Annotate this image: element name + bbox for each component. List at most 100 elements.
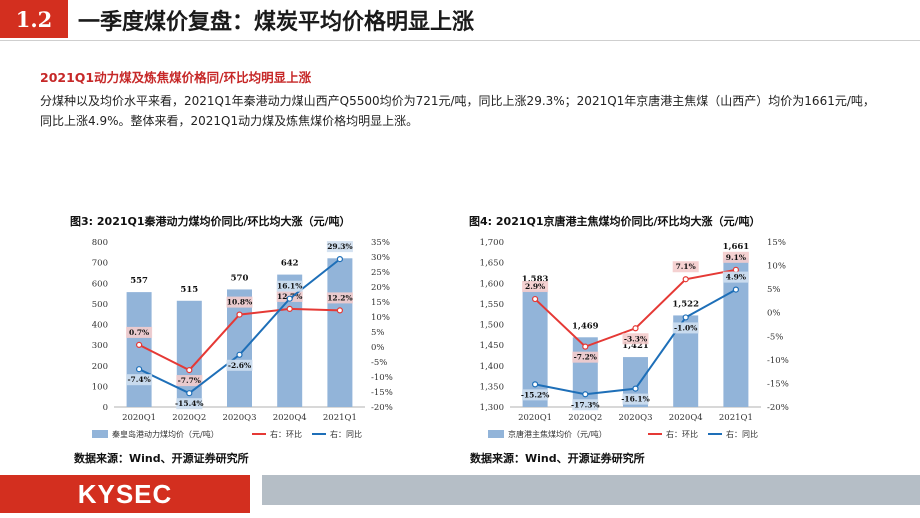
y-tick-label: 400 [92,321,108,331]
data-label-bg [176,375,203,387]
bar-value-label: 557 [130,276,148,286]
series-data-label: 12.2% [327,293,352,302]
y-tick-label: 1,600 [480,279,504,289]
y2-tick-label: 10% [767,262,786,272]
series-data-label: -1.0% [674,323,697,332]
y-tick-label: 500 [92,300,108,310]
summary-paragraph: 分煤种以及均价水平来看，2021Q1年秦港动力煤山西产Q5500均价为721元/… [40,94,875,128]
y-tick-label: 1,650 [480,259,504,269]
data-label-bg [522,389,549,401]
series-point [186,367,193,374]
y2-tick-label: 0% [371,343,385,353]
series-point [336,307,343,314]
bar-value-label: 1,421 [622,341,649,351]
figure-3-source: 数据来源：Wind、开源证券研究所 [74,452,249,465]
data-label-bg [572,399,599,411]
series-point [732,266,739,273]
y2-tick-label: 20% [371,283,390,293]
series-point [632,385,639,392]
y-tick-label: 1,500 [480,321,504,331]
y2-tick-label: 5% [767,285,781,295]
series-point [531,381,539,388]
bar [227,289,252,407]
y-tick-label: 100 [92,382,108,392]
data-label-bg [722,251,749,263]
y-tick-label: 300 [92,341,108,351]
series-data-label: 4.9% [726,273,746,282]
series-point [135,341,143,349]
y-tick-label: 600 [92,279,108,289]
legend-swatch-bar [92,430,108,438]
series-point [732,286,739,293]
x-tick-label: 2020Q3 [618,413,652,423]
series-data-label: 0.7% [129,328,149,337]
y2-tick-label: 10% [371,313,390,323]
page-title: 一季度煤价复盘：煤炭平均价格明显上涨 [78,10,475,35]
y-tick-label: 1,300 [480,403,504,413]
y2-tick-label: 5% [371,328,385,338]
data-label-bg [126,374,153,386]
series-data-label: -3.3% [624,334,647,343]
series-point [236,311,243,318]
y-tick-label: 800 [92,238,108,248]
bar-value-label: 570 [231,273,249,283]
y2-tick-label: -10% [767,356,789,366]
x-tick-label: 2020Q2 [568,413,602,423]
series-data-label: -15.2% [521,390,550,399]
bar-value-label: 1,583 [522,274,549,284]
data-label-bg [622,333,649,345]
y2-tick-label: -15% [371,388,393,398]
y2-tick-label: -15% [767,379,789,389]
x-tick-label: 2021Q1 [323,413,357,423]
series-data-label: -15.4% [175,399,204,408]
y2-tick-label: 0% [767,309,781,319]
y-tick-label: 1,700 [480,238,504,248]
y-tick-label: 1,350 [480,382,504,392]
bar-value-label: 515 [180,285,198,295]
figure-4-source: 数据来源：Wind、开源证券研究所 [470,452,645,465]
summary-subheading: 2021Q1动力煤及炼焦煤价格同/环比均明显上涨 [40,70,312,85]
series-data-label: 2.9% [525,282,545,291]
title-divider [0,40,920,41]
series-data-label: -7.2% [574,353,597,362]
x-tick-label: 2020Q1 [518,413,552,423]
series-data-label: 7.1% [676,262,696,271]
figure-4-chart: 1,300 1,350 1,400 1,450 1,500 1,550 1,600 1,650… [480,238,789,439]
section-number: 1.2 [0,0,68,38]
bar-value-label: 1,469 [572,321,599,331]
data-label-bg [226,296,253,308]
x-tick-label: 2020Q4 [669,413,703,423]
series-point [336,256,343,263]
kysec-logo: KYSEC [0,475,250,513]
data-label-bg [326,241,353,253]
y2-tick-label: -5% [371,358,387,368]
legend-label: 右：同比 [726,429,758,439]
series-data-label: -16.1% [621,395,650,404]
data-label-bg [672,322,699,334]
y-tick-label: 700 [92,259,108,269]
bar-value-label: 1,522 [672,299,699,309]
series-point [682,314,689,321]
legend-label: 秦皇岛港动力煤均价（元/吨） [112,429,219,439]
x-tick-label: 2020Q4 [273,413,307,423]
x-tick-label: 2020Q3 [222,413,256,423]
series-data-label: -7.4% [127,375,150,384]
series-point [186,390,193,397]
bar [327,258,353,407]
y2-tick-label: 25% [371,268,390,278]
series-point [582,343,589,350]
y-tick-label: 1,400 [480,362,504,372]
legend-label: 右：环比 [666,429,698,439]
series-data-label: -17.3% [571,400,600,409]
series-point [531,295,539,303]
legend-swatch-bar [488,430,504,438]
series-data-label: 16.1% [277,282,302,291]
x-tick-label: 2020Q2 [172,413,206,423]
legend-label: 右：环比 [270,429,302,439]
legend-label: 京唐港主焦煤均价（元/吨） [508,429,607,439]
series-point [286,305,293,313]
x-tick-label: 2020Q1 [122,413,156,423]
figure-3-chart: 0 100 200 300 400 500 600 700 800 -20% -15% -10% -5%… [92,238,393,439]
data-label-bg [622,393,649,405]
series-point [682,276,689,283]
